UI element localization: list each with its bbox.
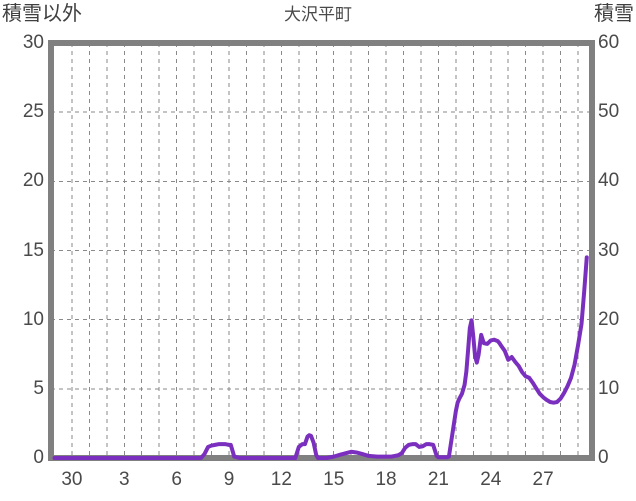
- left-axis-tick-30: 30: [22, 32, 44, 53]
- x-axis-tick-6: 6: [171, 469, 182, 490]
- x-axis-tick-30: 30: [61, 469, 83, 490]
- left-axis-tick-5: 5: [33, 377, 44, 399]
- page-title: 大沢平町: [284, 5, 352, 24]
- series-lines: [52, 255, 589, 460]
- right-axis-tick-10: 10: [598, 377, 620, 399]
- left-axis-title: 積雪以外: [2, 3, 82, 25]
- x-axis-tick-12: 12: [270, 469, 292, 490]
- left-axis-tick-25: 25: [22, 101, 44, 123]
- x-axis-tick-18: 18: [375, 469, 397, 490]
- left-axis-tick-10: 10: [22, 308, 44, 330]
- left-axis-tick-15: 15: [22, 239, 44, 261]
- x-axis-tick-15: 15: [323, 469, 345, 490]
- x-axis-tick-9: 9: [223, 469, 235, 490]
- x-axis-tick-3: 3: [118, 469, 130, 490]
- right-axis-tick-40: 40: [598, 170, 620, 192]
- left-axis-tick-20: 20: [22, 170, 44, 192]
- gridlines: [51, 43, 592, 458]
- right-axis-title: 積雪: [594, 3, 634, 25]
- x-axis-tick-27: 27: [532, 469, 554, 490]
- left-axis-tick-0: 0: [33, 447, 44, 468]
- right-axis-tick-50: 50: [598, 101, 620, 123]
- x-axis-tick-21: 21: [427, 469, 449, 490]
- right-axis-tick-30: 30: [598, 239, 620, 261]
- right-axis-tick-20: 20: [598, 308, 620, 330]
- x-axis-tick-24: 24: [480, 469, 502, 490]
- right-axis-tick-0: 0: [598, 447, 609, 468]
- right-axis-tick-60: 60: [598, 32, 620, 53]
